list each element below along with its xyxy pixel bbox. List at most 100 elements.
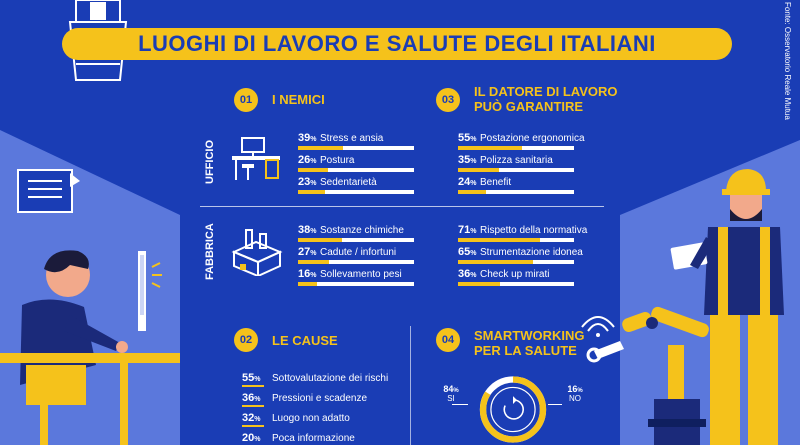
section-02-badge: 02 <box>234 328 258 352</box>
item-label: Rispetto della normativa <box>480 225 588 236</box>
factory-icon <box>231 229 283 276</box>
section-03-badge: 03 <box>436 88 460 112</box>
list-item: 36% Pressioni e scadenze <box>242 392 402 410</box>
section-datore-title: IL DATORE DI LAVORO PUÒ GARANTIRE <box>474 84 618 114</box>
donut-no-leader <box>548 404 562 405</box>
bar-track <box>458 190 574 194</box>
cause-list: 55% Sottovalutazione dei rischi 36% Pres… <box>242 372 402 445</box>
bar-track <box>298 238 414 242</box>
fabbrica-datore-list: 71% Rispetto della normativa 65% Strumen… <box>458 224 588 294</box>
bar-fill <box>298 260 330 264</box>
refresh-icon <box>503 399 524 420</box>
donut-no-label-group: 16% NO <box>560 384 590 403</box>
bar-fill <box>458 146 522 150</box>
item-label: Sottovalutazione dei rischi <box>272 373 389 384</box>
section-cause-title: LE CAUSE <box>272 333 338 348</box>
bar-track <box>298 260 414 264</box>
percent-value: 55% <box>458 132 477 144</box>
donut-si-label: SI <box>447 394 455 403</box>
list-item: 23% Sedentarietà <box>298 176 418 198</box>
percent-value: 55% <box>242 372 261 384</box>
section-nemici-title: I NEMICI <box>272 92 325 107</box>
bar-track <box>458 282 574 286</box>
list-item: 35% Polizza sanitaria <box>458 154 588 176</box>
fabbrica-nemici-list: 38% Sostanze chimiche 27% Cadute / infor… <box>298 224 418 294</box>
item-label: Postura <box>320 155 355 166</box>
item-label: Poca informazione <box>272 433 355 444</box>
source-note: Fonte: Osservatorio Reale Mutua <box>783 2 792 120</box>
side-label-ufficio: UFFICIO <box>204 140 216 184</box>
list-item: 38% Sostanze chimiche <box>298 224 418 246</box>
smartworking-donut <box>479 376 547 443</box>
bar-track <box>458 238 574 242</box>
section-datore-title-line1: IL DATORE DI LAVORO <box>474 84 618 99</box>
bar-track <box>298 282 414 286</box>
percent-value: 35% <box>458 154 477 166</box>
pct-underline <box>242 425 264 427</box>
bar-fill <box>458 260 534 264</box>
item-label: Sedentarietà <box>320 177 377 188</box>
bar-track <box>298 146 414 150</box>
section-smart-title: SMARTWORKING PER LA SALUTE <box>474 328 585 358</box>
section-divider <box>200 206 604 207</box>
percent-value: 36% <box>242 392 261 404</box>
percent-value: 39% <box>298 132 317 144</box>
side-label-fabbrica: FABBRICA <box>204 223 216 280</box>
bar-fill <box>298 238 343 242</box>
percent-value: 65% <box>458 246 477 258</box>
bar-track <box>298 190 414 194</box>
list-item: 26% Postura <box>298 154 418 176</box>
bar-track <box>458 146 574 150</box>
bar-track <box>458 168 574 172</box>
item-label: Sostanze chimiche <box>320 225 404 236</box>
list-item: 36% Check up mirati <box>458 268 588 290</box>
bar-fill <box>298 146 344 150</box>
bar-fill <box>458 238 541 242</box>
donut-si-label-group: 84% SI <box>436 384 466 403</box>
title-bar <box>62 28 732 60</box>
donut-si-segment <box>479 376 547 443</box>
bar-fill <box>458 282 500 286</box>
item-label: Benefit <box>480 177 512 188</box>
pct-underline <box>242 385 264 387</box>
percent-value: 20% <box>242 432 261 444</box>
list-item: 39% Stress e ansia <box>298 132 418 154</box>
item-label: Polizza sanitaria <box>480 155 553 166</box>
office-worker-illustration <box>0 169 180 445</box>
item-label: Pressioni e scadenze <box>272 393 368 404</box>
item-label: Strumentazione idonea <box>480 247 583 258</box>
list-item: 55% Sottovalutazione dei rischi <box>242 372 402 390</box>
percent-value: 27% <box>298 246 317 258</box>
office-desk-icon <box>232 137 280 180</box>
percent-value: 32% <box>242 412 261 424</box>
item-label: Stress e ansia <box>320 133 384 144</box>
section-datore-title-line2: PUÒ GARANTIRE <box>474 99 584 114</box>
bottom-divider <box>410 326 411 445</box>
list-item: 27% Cadute / infortuni <box>298 246 418 268</box>
item-label: Postazione ergonomica <box>480 133 585 144</box>
list-item: 71% Rispetto della normativa <box>458 224 588 246</box>
percent-value: 38% <box>298 224 317 236</box>
percent-value: 36% <box>458 268 477 280</box>
page-title: LUOGHI DI LAVORO E SALUTE DEGLI ITALIANI <box>138 31 656 56</box>
donut-si-pct: 84% <box>443 384 459 394</box>
section-smart-title-line1: SMARTWORKING <box>474 328 585 343</box>
bar-track <box>298 168 414 172</box>
pct-underline <box>242 405 264 407</box>
percent-value: 26% <box>298 154 317 166</box>
list-item: 20% Poca informazione <box>242 432 402 445</box>
list-item: 65% Strumentazione idonea <box>458 246 588 268</box>
bar-fill <box>298 282 317 286</box>
section-smart-title-line2: PER LA SALUTE <box>474 343 577 358</box>
donut-no-label: NO <box>569 394 581 403</box>
percent-value: 24% <box>458 176 477 188</box>
percent-value: 23% <box>298 176 317 188</box>
donut-si-leader <box>452 404 468 405</box>
item-label: Luogo non adatto <box>272 413 350 424</box>
list-item: 16% Sollevamento pesi <box>298 268 418 290</box>
list-item: 55% Postazione ergonomica <box>458 132 588 154</box>
list-item: 24% Benefit <box>458 176 588 198</box>
item-label: Sollevamento pesi <box>320 269 402 280</box>
bar-fill <box>458 168 499 172</box>
list-item: 32% Luogo non adatto <box>242 412 402 430</box>
